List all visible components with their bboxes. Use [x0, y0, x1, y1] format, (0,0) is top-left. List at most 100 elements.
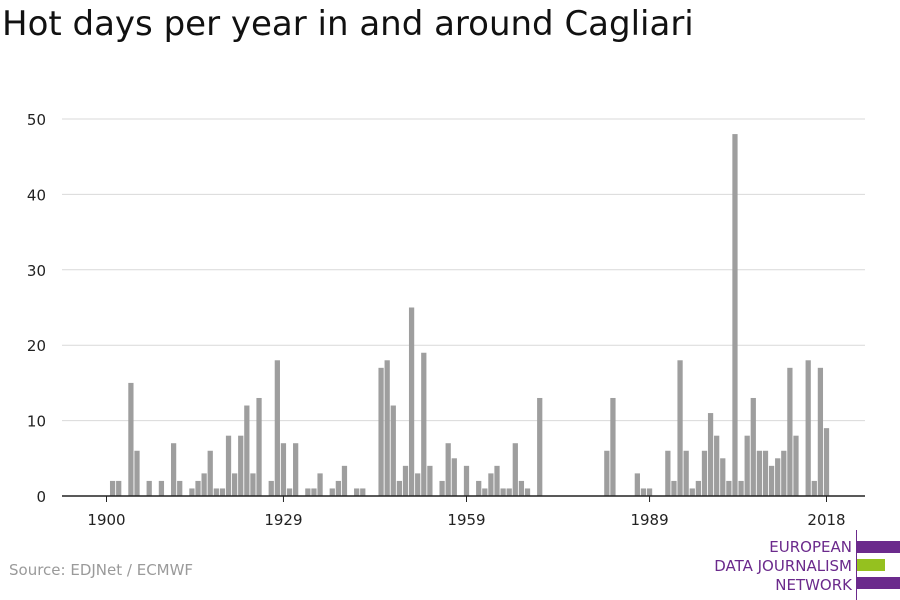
bar-1989 — [646, 488, 653, 496]
bar-1964 — [494, 465, 500, 496]
bar-1939 — [341, 465, 348, 496]
bar-2003 — [732, 134, 738, 496]
gridlines — [62, 118, 865, 422]
y-tick-label: 40 — [27, 186, 46, 204]
bar-1920 — [225, 435, 232, 496]
bar-1921 — [232, 473, 238, 496]
bar-1901 — [109, 480, 116, 496]
bar-2006 — [750, 397, 756, 496]
bar-2002 — [726, 480, 732, 496]
bar-2004 — [738, 480, 744, 496]
bar-1987 — [634, 473, 640, 496]
bar-1988 — [640, 488, 647, 496]
bar-2013 — [793, 435, 799, 496]
y-tick-label: 0 — [36, 488, 46, 506]
bar-2016 — [811, 480, 817, 496]
bar-1918 — [213, 488, 219, 496]
bar-1934 — [311, 488, 317, 496]
bar-1904 — [128, 382, 134, 496]
bar-1955 — [439, 480, 445, 496]
bar-1927 — [268, 480, 274, 496]
bar-2008 — [762, 450, 769, 496]
bar-1957 — [451, 458, 457, 496]
bar-1998 — [701, 450, 708, 496]
bar-1949 — [402, 465, 409, 496]
logo-bar-green — [857, 559, 885, 571]
bar-1993 — [671, 480, 677, 496]
bar-1911 — [170, 443, 177, 496]
bar-1997 — [695, 480, 701, 496]
y-tick-label: 20 — [27, 337, 46, 355]
logo-bar-purple-bottom — [857, 577, 900, 589]
bar-2001 — [720, 458, 726, 496]
bar-1941 — [354, 488, 360, 496]
bar-1938 — [335, 480, 341, 496]
bar-1953 — [427, 465, 433, 496]
x-tick-label: 1959 — [447, 511, 485, 529]
bar-1995 — [683, 450, 689, 496]
bar-1912 — [177, 480, 183, 496]
bar-1931 — [293, 443, 299, 496]
bar-1928 — [274, 360, 280, 496]
bar-1969 — [524, 488, 531, 496]
bar-1968 — [518, 480, 525, 496]
bar-2009 — [768, 465, 775, 496]
bar-2007 — [756, 450, 763, 496]
bar-2011 — [781, 450, 787, 496]
bar-1923 — [244, 405, 250, 496]
bar-2005 — [744, 435, 750, 496]
bar-1919 — [219, 488, 226, 496]
logo-text-line1: EUROPEAN — [769, 538, 852, 556]
x-tick-label: 1900 — [87, 511, 125, 529]
x-tick-label: 2018 — [807, 511, 845, 529]
bar-1966 — [506, 488, 512, 496]
x-tick-label: 1929 — [264, 511, 302, 529]
bar-1948 — [396, 480, 403, 496]
bar-1933 — [305, 488, 311, 496]
bar-1937 — [329, 488, 335, 496]
bar-1909 — [158, 480, 165, 496]
bar-1946 — [384, 360, 390, 496]
bar-2018 — [823, 428, 830, 496]
bar-1905 — [134, 450, 140, 496]
logo-text-line3: NETWORK — [775, 576, 852, 594]
y-axis-ticks: 0 10 20 30 40 50 — [27, 111, 46, 506]
y-tick-label: 50 — [27, 111, 46, 129]
logo-bar-purple-top — [857, 541, 900, 553]
bar-1992 — [665, 450, 671, 496]
bar-1999 — [707, 413, 714, 496]
bar-chart: 0 10 20 30 40 50 1900 1929 1959 1989 2018 — [27, 111, 865, 529]
bar-1922 — [238, 435, 244, 496]
logo-text-line2: DATA JOURNALISM — [714, 557, 852, 575]
bar-2015 — [805, 360, 811, 496]
bar-1952 — [421, 352, 427, 496]
bar-1959 — [463, 465, 470, 496]
bar-1916 — [201, 473, 207, 496]
bar-1925 — [256, 397, 262, 496]
bar-1996 — [689, 488, 695, 496]
bar-1929 — [280, 443, 287, 496]
x-tick-label: 1989 — [630, 511, 668, 529]
bar-1945 — [378, 367, 384, 496]
bar-1951 — [415, 473, 421, 496]
bar-1935 — [317, 473, 323, 496]
bar-1961 — [476, 480, 482, 496]
bar-1915 — [195, 480, 201, 496]
source-note: Source: EDJNet / ECMWF — [9, 561, 194, 579]
bar-2017 — [817, 367, 824, 496]
bar-1950 — [408, 307, 415, 496]
x-axis-ticks: 1900 1929 1959 1989 2018 — [87, 496, 846, 529]
bar-1956 — [445, 443, 451, 496]
bar-1967 — [512, 443, 518, 496]
bars — [109, 134, 830, 496]
bar-1962 — [482, 488, 488, 496]
bar-2012 — [787, 367, 793, 496]
bar-1982 — [604, 450, 610, 496]
bar-1914 — [189, 488, 195, 496]
bar-1924 — [250, 473, 256, 496]
bar-1965 — [500, 488, 506, 496]
chart-title: Hot days per year in and around Cagliari — [2, 4, 694, 44]
y-tick-label: 10 — [27, 413, 46, 431]
bar-1994 — [677, 360, 683, 496]
bar-1963 — [488, 473, 494, 496]
